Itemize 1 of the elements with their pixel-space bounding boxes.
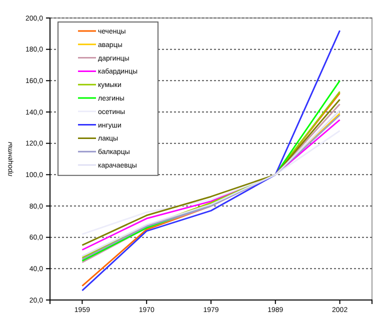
line-series [81, 30, 341, 292]
